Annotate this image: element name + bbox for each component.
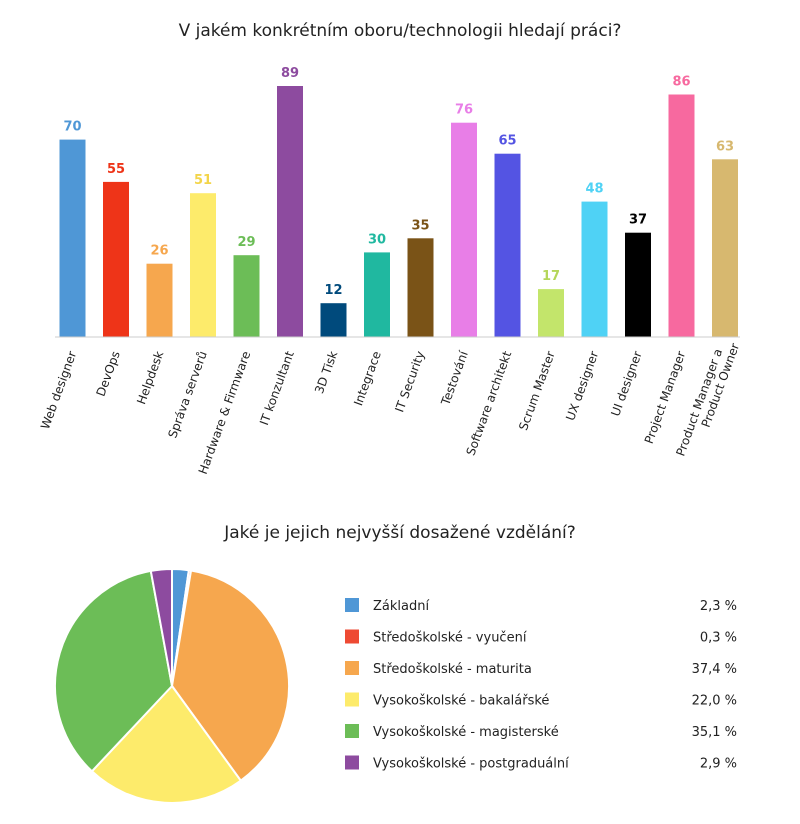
bar: [190, 193, 216, 337]
legend-value: 37,4 %: [692, 662, 737, 677]
bar-value-label: 86: [672, 75, 690, 90]
legend-item: Středoškolské - maturita 37,4 %: [345, 661, 737, 677]
bar-value-label: 55: [107, 162, 125, 177]
bar-value-label: 35: [411, 218, 429, 233]
legend-swatch: [345, 692, 359, 707]
bar-value-label: 76: [455, 103, 473, 118]
legend-item: Základní 2,3 %: [345, 598, 737, 614]
bar-group: 70 Web designer 55 DevOps 26 Helpdesk 51 Správa…: [38, 66, 742, 476]
bar: [407, 238, 434, 337]
bar: [103, 181, 129, 337]
bar-category-label: Správa serverů: [165, 349, 209, 440]
bar-category-label: Integrace: [351, 349, 384, 407]
legend-label: Vysokoškolské - bakalářské: [373, 694, 549, 709]
legend-swatch: [345, 724, 359, 738]
legend-swatch: [345, 629, 359, 644]
legend-label: Středoškolské - vyučení: [373, 631, 527, 646]
legend-item: Vysokoškolské - postgraduální 2,9 %: [345, 755, 737, 772]
bar-value-label: 37: [629, 213, 647, 228]
bar-category-label: IT Security: [392, 349, 427, 414]
bar: [277, 86, 303, 337]
bar: [625, 232, 651, 337]
legend-label: Vysokoškolské - postgraduální: [373, 757, 569, 772]
bar-category-label: Testování: [438, 349, 471, 408]
bar: [712, 159, 738, 337]
legend-item: Vysokoškolské - magisterské 35,1 %: [345, 724, 737, 740]
legend-swatch: [345, 661, 359, 675]
legend-value: 0,3 %: [700, 631, 737, 646]
bar: [59, 139, 86, 337]
bar-value-label: 29: [237, 235, 255, 250]
bar-category-label: UX designer: [563, 349, 601, 422]
bar: [668, 94, 695, 337]
legend-label: Středoškolské - maturita: [373, 662, 532, 677]
bar-category-label: Software architekt: [464, 349, 515, 457]
bar-value-label: 51: [194, 173, 212, 188]
pie-slice: [170, 569, 290, 783]
bar-value-label: 26: [150, 244, 168, 259]
legend-swatch: [345, 598, 359, 612]
bar-category-label: Scrum Master: [516, 349, 558, 432]
bar-category-label: DevOps: [94, 349, 123, 398]
bar-chart: V jakém konkrétním oboru/technologii hle…: [38, 21, 742, 476]
bar-chart-title: V jakém konkrétním oboru/technologii hle…: [179, 21, 622, 41]
bar-category-label: Web designer: [38, 349, 79, 431]
pie-legend: Základní 2,3 % Středoškolské - vyučení 0,3 …: [345, 598, 737, 772]
bar-value-label: 89: [281, 66, 299, 81]
legend-label: Vysokoškolské - magisterské: [373, 725, 559, 740]
bar-value-label: 48: [585, 182, 603, 197]
legend-value: 22,0 %: [692, 694, 737, 709]
legend-value: 2,3 %: [700, 599, 737, 614]
legend-swatch: [345, 755, 359, 770]
bar: [538, 289, 564, 337]
pie-group: [54, 567, 290, 804]
bar-category-label: UI designer: [608, 349, 645, 418]
bar: [233, 255, 260, 337]
bar: [581, 201, 608, 337]
bar: [451, 122, 477, 337]
legend-item: Vysokoškolské - bakalářské 22,0 %: [345, 692, 737, 709]
bar-value-label: 63: [716, 139, 734, 154]
legend-value: 2,9 %: [700, 757, 737, 772]
bar-value-label: 30: [368, 232, 386, 247]
bar: [320, 303, 347, 337]
pie-slice: [90, 684, 243, 804]
bar-value-label: 17: [542, 269, 560, 284]
pie-slice: [54, 569, 174, 773]
legend-item: Středoškolské - vyučení 0,3 %: [345, 629, 737, 646]
bar: [146, 263, 173, 337]
bar-category-label: 3D Tisk: [312, 349, 340, 395]
legend-value: 35,1 %: [692, 725, 737, 740]
bar-value-label: 12: [324, 283, 342, 298]
legend-label: Základní: [373, 599, 429, 614]
bar-value-label: 65: [498, 134, 516, 149]
pie-slice: [149, 567, 173, 687]
bar-value-label: 70: [63, 120, 81, 135]
bar: [494, 153, 521, 337]
pie-chart-title: Jaké je jejich nejvyšší dosažené vzdělán…: [223, 523, 576, 543]
bar-category-label: IT konzultant: [257, 349, 297, 427]
pie-chart: Jaké je jejich nejvyšší dosažené vzdělán…: [54, 523, 737, 804]
bar-category-label: Helpdesk: [134, 349, 166, 406]
bar: [364, 252, 390, 337]
